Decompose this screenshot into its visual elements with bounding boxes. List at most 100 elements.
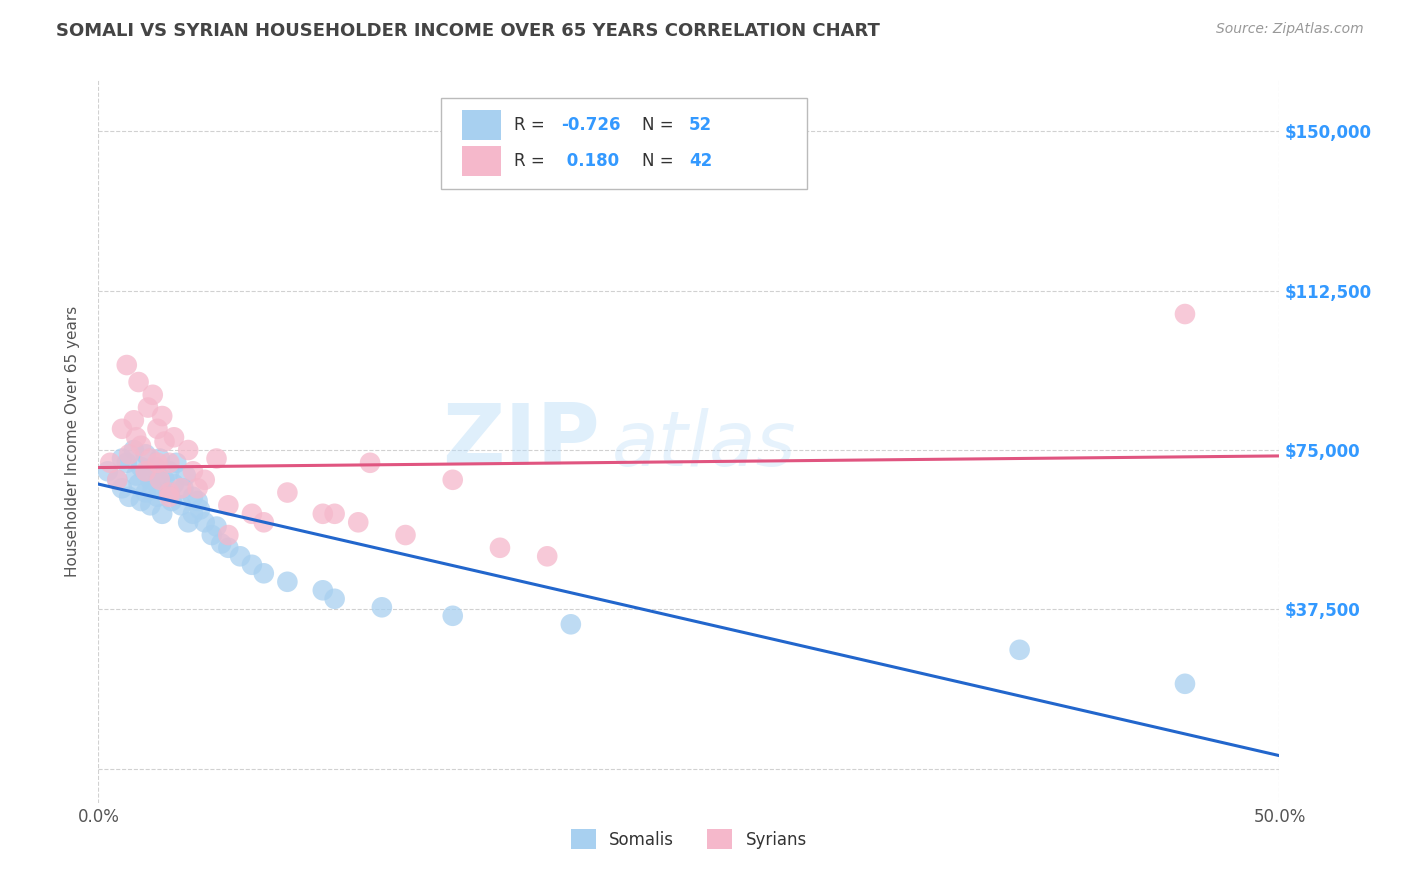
- Point: [149, 451, 172, 466]
- Point: [323, 507, 346, 521]
- Point: [98, 456, 121, 470]
- Point: [111, 481, 134, 495]
- Point: [201, 528, 224, 542]
- Point: [536, 549, 558, 564]
- Point: [240, 558, 263, 572]
- Text: Source: ZipAtlas.com: Source: ZipAtlas.com: [1216, 22, 1364, 37]
- Point: [105, 473, 128, 487]
- Text: 52: 52: [689, 116, 711, 134]
- Point: [312, 507, 335, 521]
- Text: N =: N =: [641, 116, 679, 134]
- Bar: [463, 146, 501, 177]
- Point: [172, 481, 194, 495]
- Point: [359, 456, 381, 470]
- FancyBboxPatch shape: [441, 98, 807, 189]
- Point: [135, 447, 157, 461]
- Text: -0.726: -0.726: [561, 116, 621, 134]
- Bar: [463, 110, 501, 140]
- Point: [188, 502, 211, 516]
- Point: [560, 617, 582, 632]
- Text: atlas: atlas: [612, 409, 797, 483]
- Point: [146, 422, 169, 436]
- Point: [143, 460, 166, 475]
- Point: [217, 528, 239, 542]
- Point: [205, 519, 228, 533]
- Point: [129, 494, 152, 508]
- Point: [111, 451, 134, 466]
- Point: [312, 583, 335, 598]
- Point: [157, 485, 180, 500]
- Point: [149, 473, 172, 487]
- Point: [136, 464, 159, 478]
- Point: [181, 464, 204, 478]
- Point: [276, 485, 298, 500]
- Point: [371, 600, 394, 615]
- Point: [125, 430, 148, 444]
- Point: [135, 464, 157, 478]
- Point: [122, 413, 145, 427]
- Point: [240, 507, 263, 521]
- Y-axis label: Householder Income Over 65 years: Householder Income Over 65 years: [65, 306, 80, 577]
- Point: [163, 477, 186, 491]
- Point: [118, 447, 141, 461]
- Text: R =: R =: [515, 116, 550, 134]
- Point: [209, 536, 232, 550]
- Text: ZIP: ZIP: [443, 400, 600, 483]
- Point: [187, 481, 209, 495]
- Point: [205, 451, 228, 466]
- Point: [177, 443, 200, 458]
- Point: [142, 388, 165, 402]
- Point: [129, 439, 152, 453]
- Point: [170, 498, 193, 512]
- Point: [129, 460, 152, 475]
- Point: [347, 516, 370, 530]
- Point: [97, 464, 120, 478]
- Point: [125, 468, 148, 483]
- Point: [1174, 677, 1197, 691]
- Point: [217, 498, 239, 512]
- Point: [194, 516, 217, 530]
- Point: [181, 507, 204, 521]
- Point: [276, 574, 298, 589]
- Point: [153, 434, 176, 449]
- Point: [163, 430, 186, 444]
- Text: N =: N =: [641, 153, 679, 170]
- Point: [1008, 642, 1031, 657]
- Point: [139, 498, 162, 512]
- Point: [323, 591, 346, 606]
- Point: [139, 451, 162, 466]
- Point: [489, 541, 512, 555]
- Point: [139, 473, 162, 487]
- Point: [187, 494, 209, 508]
- Point: [394, 528, 416, 542]
- Point: [128, 375, 150, 389]
- Point: [150, 507, 173, 521]
- Point: [1174, 307, 1197, 321]
- Point: [142, 481, 165, 495]
- Point: [128, 477, 150, 491]
- Text: 42: 42: [689, 153, 713, 170]
- Point: [194, 473, 217, 487]
- Point: [153, 473, 176, 487]
- Point: [115, 456, 138, 470]
- Point: [111, 422, 134, 436]
- Text: SOMALI VS SYRIAN HOUSEHOLDER INCOME OVER 65 YEARS CORRELATION CHART: SOMALI VS SYRIAN HOUSEHOLDER INCOME OVER…: [56, 22, 880, 40]
- Point: [253, 516, 276, 530]
- Point: [157, 456, 180, 470]
- Point: [217, 541, 239, 555]
- Point: [160, 494, 183, 508]
- Point: [157, 490, 180, 504]
- Point: [122, 443, 145, 458]
- Point: [253, 566, 276, 581]
- Point: [105, 473, 128, 487]
- Point: [150, 409, 173, 423]
- Text: R =: R =: [515, 153, 550, 170]
- Point: [146, 456, 169, 470]
- Point: [135, 485, 157, 500]
- Point: [115, 358, 138, 372]
- Point: [146, 468, 169, 483]
- Point: [157, 485, 180, 500]
- Point: [229, 549, 252, 564]
- Point: [181, 490, 204, 504]
- Point: [157, 464, 180, 478]
